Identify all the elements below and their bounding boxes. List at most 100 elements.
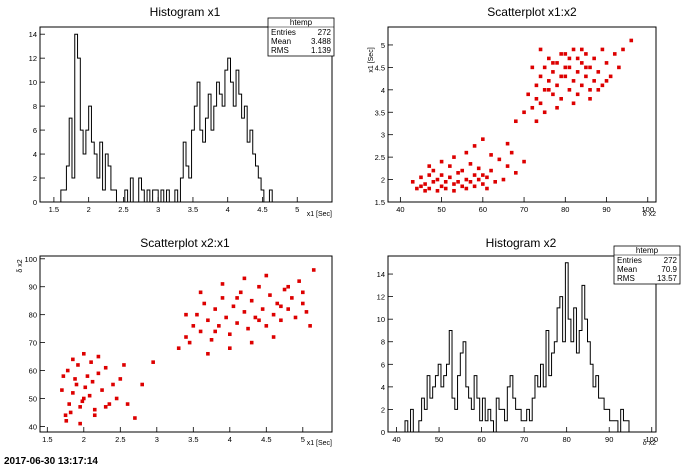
scatter-point — [514, 119, 518, 124]
histogram-bin — [103, 190, 106, 202]
scatter-point — [242, 276, 247, 281]
scatter-point — [415, 186, 419, 191]
scatter-point — [534, 119, 539, 124]
x-tick-label: 1.5 — [42, 435, 52, 444]
histogram-bin — [203, 142, 206, 202]
scatter-point — [489, 168, 493, 173]
x-tick-label: 40 — [392, 435, 400, 444]
scatter-point — [538, 74, 543, 79]
scatter-point — [534, 96, 539, 101]
scatter-point — [202, 301, 207, 306]
scatter-point — [82, 396, 86, 401]
scatter-point — [224, 315, 228, 320]
scatter-point — [460, 184, 465, 189]
x-tick-label: 40 — [396, 205, 404, 214]
scatter-point — [96, 354, 101, 359]
scatter-point — [567, 88, 572, 92]
histogram-bin — [211, 130, 214, 202]
y-tick-label: 14 — [377, 270, 385, 279]
histogram-bin — [604, 409, 607, 432]
scatter-point — [567, 65, 572, 70]
scatter-point — [472, 144, 477, 148]
histogram-x1-frame — [39, 26, 333, 203]
scatter-point — [423, 182, 427, 186]
x-tick-label: 5 — [295, 205, 299, 214]
scatter-point — [140, 382, 144, 387]
stats-label-rms: RMS — [617, 274, 635, 283]
y-tick-label: 2 — [381, 176, 385, 185]
histogram-bin — [441, 387, 444, 432]
histogram-x2-title: Histogram x2 — [486, 236, 557, 250]
scatter-point — [579, 61, 584, 65]
scatter-point — [249, 340, 254, 345]
histogram-bin — [430, 398, 433, 432]
scatter-point — [103, 365, 108, 370]
histogram-bin — [64, 190, 67, 202]
histogram-x1-title: Histogram x1 — [150, 5, 221, 19]
scatter-point — [547, 79, 551, 83]
scatter-point — [257, 318, 261, 323]
y-tick-label: 3.5 — [375, 108, 385, 117]
scatter-point — [213, 307, 217, 311]
scatter-point — [547, 88, 551, 92]
panel-scatterplot-x2-x1: Scatterplot x2:x1 1.5 2 2.5 3 3.5 4 4.5 5 40 50 6… — [17, 236, 333, 447]
scatter-point — [206, 351, 210, 356]
x-tick-label: 1.5 — [49, 205, 59, 214]
x-tick-label: 5 — [301, 435, 305, 444]
x-tick-label: 80 — [561, 205, 569, 214]
scatter-point — [220, 296, 225, 300]
histogram-bin — [189, 178, 192, 202]
scatter-point — [559, 96, 563, 101]
scatter-point — [439, 184, 444, 189]
scatter-point — [530, 105, 535, 110]
scatter-point — [621, 47, 625, 52]
y-tick-label: 2 — [381, 405, 385, 414]
histogram-x1-y-ticks: 0 2 4 6 8 10 12 14 — [29, 30, 45, 207]
scatter-point — [464, 186, 469, 191]
scatter-point — [60, 388, 64, 392]
scatter-point — [538, 101, 543, 106]
scatter-point — [592, 79, 596, 83]
scatter-point — [584, 65, 588, 70]
scatter-point — [514, 171, 518, 175]
histogram-bin — [571, 342, 574, 432]
scatter-point — [87, 393, 92, 398]
scatter-point — [311, 268, 316, 272]
scatter-point — [71, 391, 75, 395]
scatter-point — [452, 182, 456, 186]
histogram-bin — [576, 353, 579, 432]
scatter-point — [542, 65, 547, 70]
y-tick-label: 80 — [29, 311, 37, 320]
scatter-point — [563, 52, 568, 56]
histogram-bin — [521, 421, 524, 432]
x-tick-label: 3.5 — [188, 205, 198, 214]
scatter-point — [431, 180, 436, 184]
x-tick-label: 50 — [437, 205, 445, 214]
scatter-point — [235, 321, 239, 325]
scatter-x1-x2-x-ticks: 40 50 60 70 80 90 100 — [396, 197, 654, 214]
scatter-point — [476, 177, 481, 182]
scatter-point — [493, 180, 497, 184]
scatter-point — [476, 166, 481, 171]
stats-title: htemp — [636, 246, 659, 255]
scatter-point — [118, 377, 123, 381]
scatter-point — [431, 168, 436, 173]
histogram-bin — [72, 178, 75, 202]
histogram-bin — [610, 421, 613, 432]
scatter-point — [534, 83, 539, 88]
scatter-point — [443, 186, 448, 191]
scatter-point — [286, 284, 290, 289]
scatter-point — [600, 47, 605, 52]
scatter-point — [530, 65, 535, 70]
scatter-x2-x1-frame — [39, 255, 333, 433]
scatter-point — [213, 329, 217, 334]
scatter-x2-x1-x-ticks: 1.5 2 2.5 3 3.5 4 4.5 5 — [42, 427, 305, 444]
scatter-point — [249, 298, 254, 303]
scatter-point — [76, 363, 80, 367]
scatter-point — [301, 301, 305, 306]
scatter-point — [410, 180, 415, 184]
stats-value-rms: 13.57 — [657, 274, 678, 283]
scatter-x1-x2-y-ticks: 1.5 2 2.5 3 3.5 4 4.5 5 — [375, 41, 393, 207]
scatter-point — [559, 52, 563, 56]
